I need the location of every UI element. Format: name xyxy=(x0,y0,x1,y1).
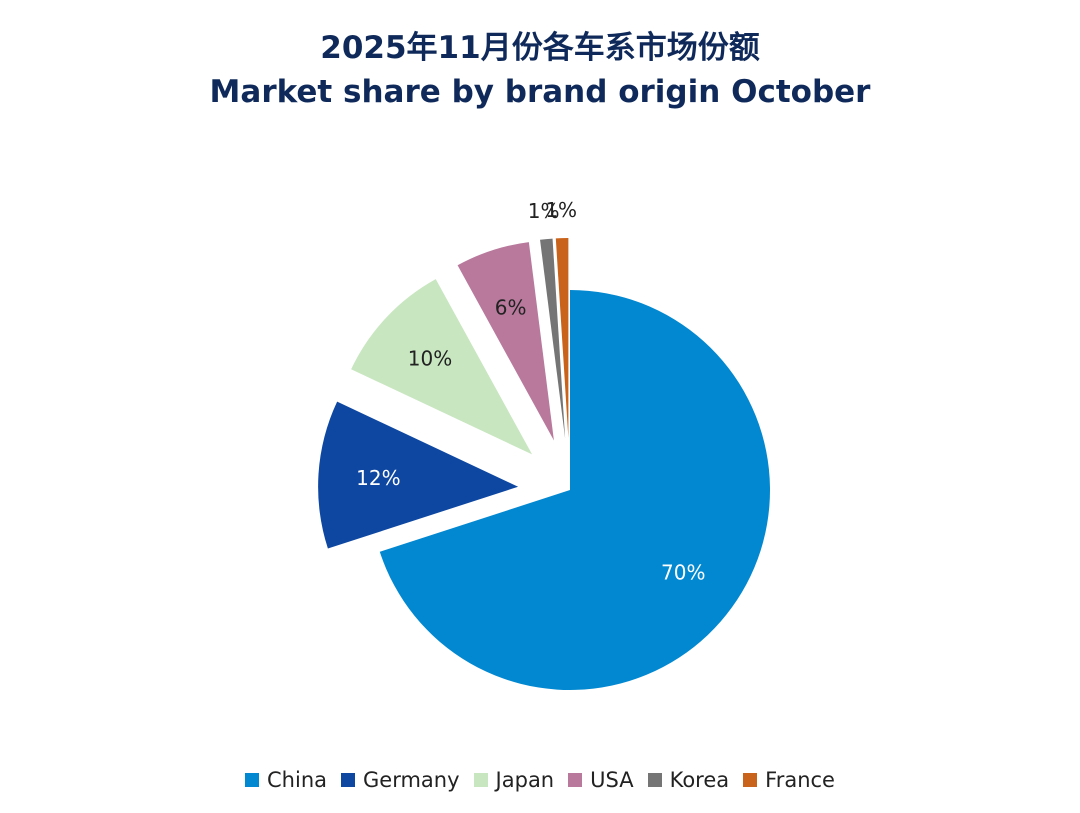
pie-slice-germany xyxy=(318,401,519,549)
chart-legend: China Germany Japan USA Korea France xyxy=(0,768,1080,792)
data-label-usa: 6% xyxy=(495,295,527,319)
legend-item-china: China xyxy=(245,768,327,792)
legend-label-germany: Germany xyxy=(363,768,460,792)
legend-label-france: France xyxy=(765,768,835,792)
data-label-china: 70% xyxy=(661,560,705,584)
legend-label-japan: Japan xyxy=(495,768,555,792)
legend-item-japan: Japan xyxy=(473,768,555,792)
pie-slice-korea xyxy=(540,238,566,439)
legend-swatch-japan xyxy=(473,773,488,787)
legend-swatch-korea xyxy=(647,773,662,787)
chart-title: 2025年11月份各车系市场份额 xyxy=(320,30,760,66)
legend-label-usa: USA xyxy=(590,768,634,792)
legend-swatch-china xyxy=(245,773,260,787)
legend-item-france: France xyxy=(743,768,835,792)
legend-swatch-usa xyxy=(568,773,583,787)
data-label-japan: 10% xyxy=(408,347,452,371)
data-label-france: 1% xyxy=(545,198,577,222)
data-label-korea: 1% xyxy=(528,199,560,223)
legend-item-korea: Korea xyxy=(647,768,730,792)
legend-item-germany: Germany xyxy=(341,768,460,792)
legend-label-china: China xyxy=(267,768,328,792)
legend-label-korea: Korea xyxy=(669,768,730,792)
pie-slice-japan xyxy=(351,279,533,455)
pie-slice-france xyxy=(555,238,569,439)
data-label-germany: 12% xyxy=(356,466,400,490)
legend-swatch-germany xyxy=(341,773,356,787)
chart-subtitle: Market share by brand origin October xyxy=(209,74,871,110)
legend-swatch-france xyxy=(743,773,758,787)
chart-title-block: 2025年11月份各车系市场份额 Market share by brand o… xyxy=(0,26,1080,114)
legend-item-usa: USA xyxy=(568,768,634,792)
pie-slice-china xyxy=(379,290,770,690)
pie-slice-usa xyxy=(457,242,554,441)
